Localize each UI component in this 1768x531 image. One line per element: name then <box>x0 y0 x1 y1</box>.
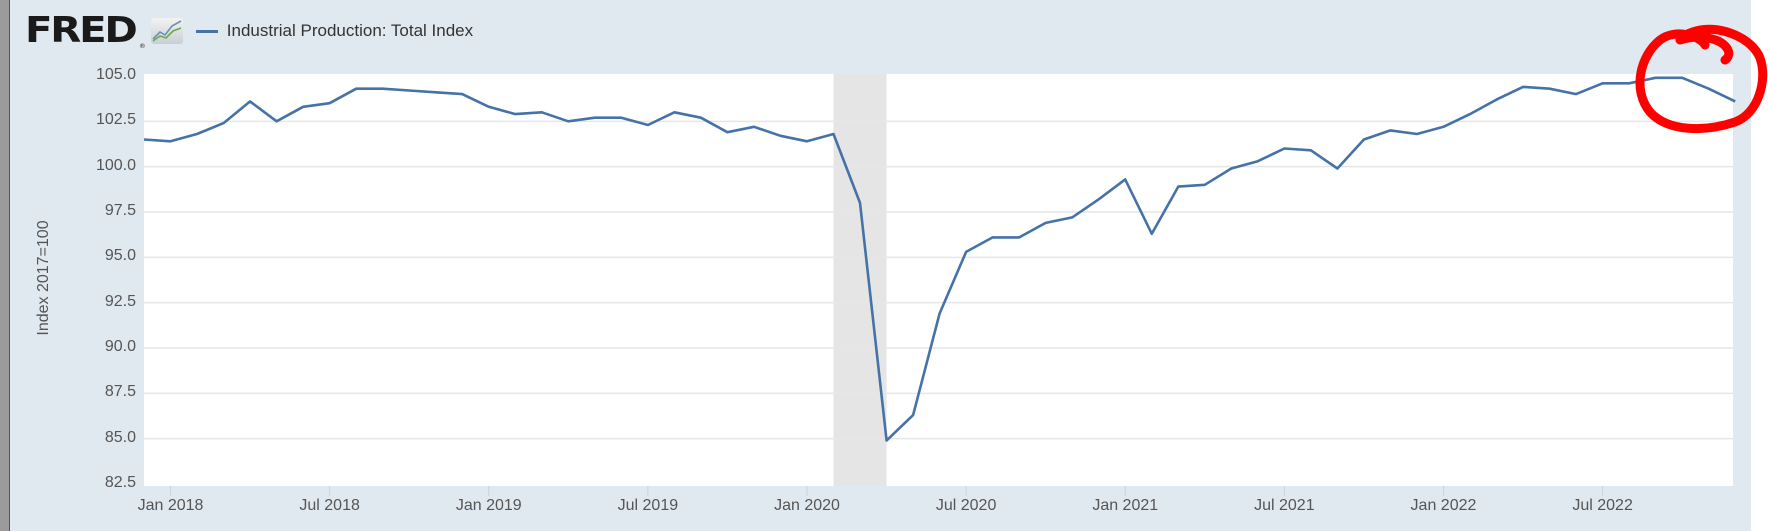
legend-item[interactable]: Industrial Production: Total Index <box>195 21 474 41</box>
x-tick-label: Jan 2021 <box>1092 497 1159 514</box>
y-tick-label: 100.0 <box>95 156 136 174</box>
y-tick-label: 87.5 <box>104 383 136 401</box>
x-tick-label: Jul 2019 <box>617 497 679 514</box>
x-tick-label: Jan 2018 <box>137 497 204 514</box>
y-tick-label: 97.5 <box>104 202 136 219</box>
legend-swatch <box>195 29 218 33</box>
chart-header: FRED ® Industrial Production: Total Index <box>25 12 473 50</box>
y-tick-label: 105.0 <box>95 66 136 83</box>
x-tick-label: Jul 2018 <box>299 497 360 514</box>
legend-label: Industrial Production: Total Index <box>226 21 474 40</box>
x-tick-label: Jan 2019 <box>455 497 522 514</box>
y-tick-label: 102.5 <box>95 111 136 129</box>
y-tick-label: 82.5 <box>104 474 136 491</box>
fred-graph-icon <box>150 18 183 44</box>
x-tick-label: Jan 2020 <box>774 497 840 514</box>
y-tick-label: 92.5 <box>104 292 136 310</box>
plot-area <box>144 74 1733 486</box>
x-tick-label: Jul 2022 <box>1572 497 1633 514</box>
x-tick-label: Jul 2020 <box>935 497 997 514</box>
window-edge <box>0 0 10 531</box>
y-tick-label: 90.0 <box>104 338 136 355</box>
series-line[interactable] <box>143 76 1736 442</box>
recession-shading <box>833 74 887 486</box>
y-tick-label: 85.0 <box>104 428 136 446</box>
fred-logo[interactable]: FRED ® <box>25 10 146 51</box>
y-tick-label: 95.0 <box>104 247 136 265</box>
x-tick-label: Jan 2022 <box>1410 497 1477 514</box>
x-tick-label: Jul 2021 <box>1254 497 1315 514</box>
